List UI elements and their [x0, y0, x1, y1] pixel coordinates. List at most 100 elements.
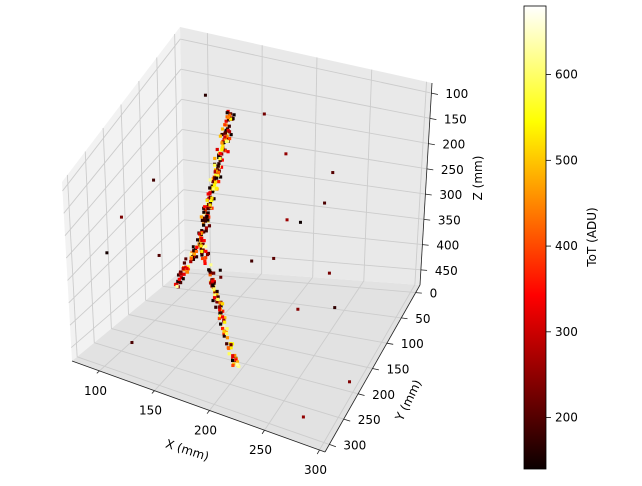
- hit-point: [235, 362, 239, 366]
- hit-point: [208, 273, 212, 277]
- hit-point: [216, 164, 220, 168]
- hit-point: [222, 318, 226, 322]
- z-gridline: [183, 219, 423, 246]
- hit-point: [225, 134, 229, 138]
- hit-point: [194, 249, 198, 254]
- x-gridline: [261, 45, 263, 274]
- hit-point: [182, 261, 187, 265]
- y-tick-label: 200: [372, 388, 395, 402]
- z-gridline: [183, 189, 424, 220]
- hit-point: [208, 178, 212, 182]
- x-tick-mark: [206, 410, 210, 414]
- hit-point: [206, 211, 210, 215]
- hit-point: [229, 346, 233, 350]
- hit-point: [226, 346, 230, 350]
- y-tick-label: 0: [430, 287, 438, 301]
- hit-point: [202, 230, 206, 234]
- z-axis-label: Z (mm): [471, 156, 485, 201]
- hit-point: [223, 123, 227, 127]
- hit-point: [199, 244, 203, 248]
- x-axis-line: [71, 360, 326, 453]
- hit-point: [213, 176, 217, 180]
- x-tick-mark: [96, 370, 100, 374]
- hit-point: [213, 156, 217, 161]
- hit-point: [206, 207, 210, 211]
- hit-point: [203, 93, 207, 97]
- hit-point: [195, 245, 199, 249]
- hit-point: [226, 150, 230, 154]
- x-gridline: [312, 57, 318, 278]
- y-gridline: [128, 314, 373, 369]
- y-gridline: [179, 271, 416, 294]
- z-tick-label: 300: [439, 188, 462, 202]
- hit-point: [221, 325, 226, 329]
- hit-point: [201, 245, 206, 249]
- hit-point: [201, 242, 205, 246]
- hit-point: [225, 342, 229, 346]
- hit-point: [176, 279, 180, 284]
- hit-point: [223, 316, 227, 320]
- hit-point: [213, 170, 217, 174]
- hit-point: [348, 380, 352, 384]
- z-tick-label: 100: [445, 87, 468, 101]
- hit-point: [216, 170, 221, 174]
- hit-point: [229, 343, 233, 347]
- z-tick-mark: [420, 269, 428, 271]
- x-tick-mark: [316, 449, 320, 455]
- hit-point: [227, 352, 231, 356]
- hit-point: [179, 280, 183, 285]
- hit-point: [226, 118, 231, 122]
- hit-point: [157, 253, 161, 257]
- colorbar-tick-label: 600: [555, 68, 578, 82]
- x-tick-label: 150: [139, 404, 162, 418]
- data-points: [105, 93, 352, 419]
- hit-point: [208, 269, 212, 273]
- hit-point: [223, 131, 227, 135]
- hit-point: [233, 353, 237, 358]
- hit-point: [226, 115, 231, 120]
- hit-point: [200, 256, 205, 261]
- hit-point: [323, 201, 327, 205]
- hit-point: [212, 281, 216, 285]
- y-tick-mark: [415, 292, 422, 294]
- hit-point: [219, 322, 223, 326]
- z-tick-label: 450: [435, 264, 458, 278]
- hit-point: [204, 244, 208, 248]
- x-tick-label: 250: [249, 443, 272, 457]
- hit-point: [200, 236, 204, 240]
- y-gridline: [120, 104, 129, 315]
- hit-point: [219, 311, 223, 315]
- z-tick-mark: [425, 193, 432, 196]
- hit-point: [213, 180, 218, 184]
- hit-point: [177, 277, 181, 281]
- z-gridline: [180, 38, 432, 94]
- z-gridline: [68, 189, 184, 304]
- x-axis-label: X (mm): [164, 437, 211, 464]
- hit-point: [200, 229, 204, 233]
- y-tick-mark: [386, 342, 394, 345]
- pane-floor: [72, 268, 420, 452]
- x-gridline: [206, 33, 211, 270]
- hit-point: [220, 141, 224, 145]
- hit-point: [229, 133, 233, 137]
- hit-point: [213, 293, 217, 297]
- hit-point: [231, 363, 235, 368]
- hit-point: [298, 220, 302, 224]
- y-tick-label: 100: [401, 337, 424, 351]
- hit-point: [296, 307, 300, 311]
- hit-point: [223, 149, 227, 153]
- z-gridline: [181, 98, 429, 145]
- hit-point: [210, 196, 214, 200]
- hit-point: [218, 268, 222, 272]
- grid-lines: [62, 33, 432, 451]
- y-tick-label: 300: [343, 438, 366, 452]
- hit-point: [216, 297, 220, 302]
- colorbar-label: ToT (ADU): [585, 207, 599, 267]
- y-gridline: [156, 57, 164, 287]
- hit-point: [218, 308, 222, 312]
- hit-point: [182, 272, 186, 276]
- z-tick-mark: [426, 168, 434, 171]
- hit-point: [179, 272, 183, 276]
- y-gridline: [94, 342, 344, 420]
